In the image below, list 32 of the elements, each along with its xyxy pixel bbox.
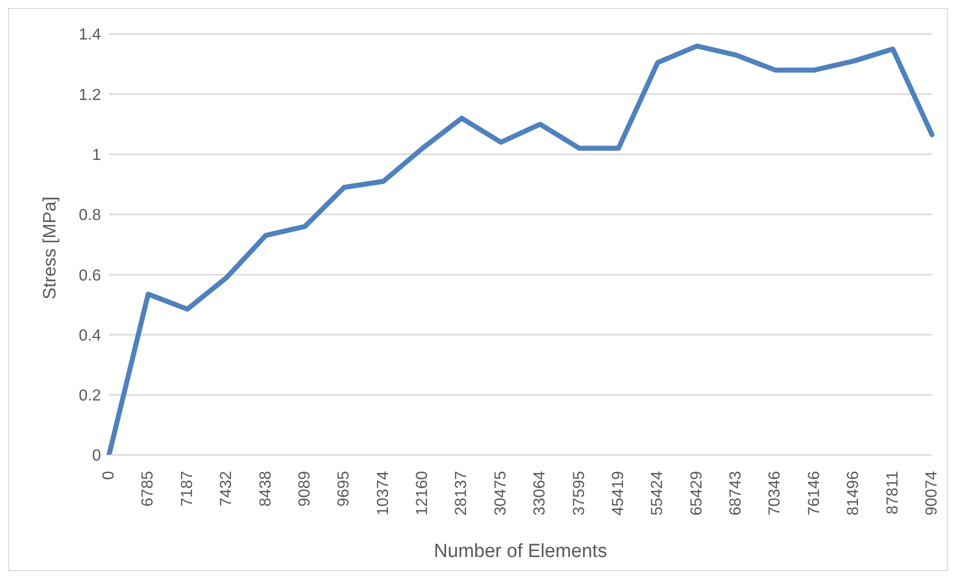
x-tick-label: 76146 bbox=[806, 470, 823, 516]
y-tick-label: 0 bbox=[92, 448, 102, 465]
y-tick-label: 0.6 bbox=[78, 267, 102, 284]
x-tick-label: 33064 bbox=[532, 470, 549, 516]
y-tick-label: 1.4 bbox=[78, 26, 102, 44]
x-tick-label: 7432 bbox=[218, 470, 236, 507]
x-tick-label: 28137 bbox=[453, 470, 470, 516]
y-tick-label: 0.4 bbox=[78, 327, 102, 344]
x-tick-label: 7187 bbox=[178, 470, 196, 507]
x-tick-label: 37595 bbox=[570, 470, 588, 516]
x-tick-label: 0 bbox=[100, 470, 118, 480]
x-tick-label: 55424 bbox=[649, 470, 666, 516]
x-tick-label: 9695 bbox=[336, 470, 353, 507]
x-tick-label: 68743 bbox=[728, 470, 745, 516]
x-tick-label: 9089 bbox=[296, 470, 314, 507]
x-tick-label: 45419 bbox=[610, 470, 627, 516]
x-tick-label: 90074 bbox=[924, 470, 940, 516]
y-tick-label: 0.2 bbox=[78, 388, 102, 405]
x-tick-label: 6785 bbox=[140, 470, 157, 507]
x-tick-label: 10374 bbox=[374, 470, 392, 516]
y-tick-label: 0.8 bbox=[78, 207, 102, 224]
y-axis-title: Stress [MPa] bbox=[39, 196, 60, 300]
x-tick-label: 30475 bbox=[492, 470, 510, 516]
x-tick-label: 87811 bbox=[884, 470, 902, 514]
x-tick-label: 70346 bbox=[766, 470, 784, 516]
x-tick-label: 81496 bbox=[845, 470, 862, 516]
x-tick-label: 65429 bbox=[688, 470, 706, 516]
x-tick-label: 12160 bbox=[414, 470, 432, 516]
x-tick-label: 8438 bbox=[257, 470, 274, 507]
y-tick-label: 1 bbox=[92, 146, 102, 164]
y-tick-label: 1.2 bbox=[78, 86, 102, 104]
x-axis-title: Number of Elements bbox=[434, 541, 608, 562]
